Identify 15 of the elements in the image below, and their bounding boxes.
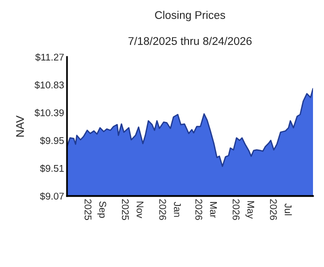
x-tick-label: Jul 2026 [270,199,292,220]
y-tick-label: $10.39 [34,108,64,117]
x-tick-label: May 2026 [232,199,254,220]
chart-subtitle: 7/18/2025 thru 8/24/2026 [128,36,252,45]
x-tick-label: Sep 2025 [84,199,106,220]
y-tick-label: $11.27 [35,53,64,62]
x-tick-label: Nov 2025 [122,199,144,220]
y-tick-label: $9.95 [40,136,64,145]
x-tick-label: Mar 2026 [195,199,217,220]
y-tick-label: $9.07 [40,192,64,200]
y-tick-label: $10.83 [34,81,64,89]
y-tick-label: $9.51 [40,164,64,172]
y-axis-title: NAV [16,116,24,137]
x-tick-label: Jan 2026 [159,199,181,220]
chart-title: Closing Prices [155,10,226,22]
